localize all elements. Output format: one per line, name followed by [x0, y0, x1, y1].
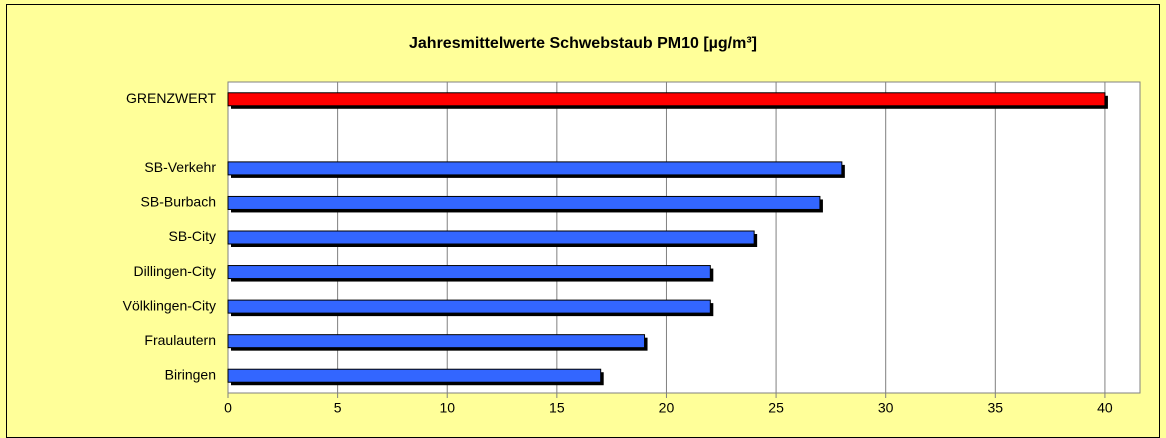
x-tick-label: 40	[1097, 400, 1113, 416]
y-tick-label: GRENZWERT	[126, 90, 216, 106]
x-tick-label: 5	[334, 400, 342, 416]
y-tick-label: Fraulautern	[144, 332, 216, 348]
bar	[227, 92, 1106, 107]
x-tick-label: 0	[224, 400, 232, 416]
bar	[227, 230, 755, 245]
chart-title: Jahresmittelwerte Schwebstaub PM10 [µg/m…	[409, 35, 757, 52]
x-tick-label: 30	[878, 400, 894, 416]
bar	[227, 368, 602, 383]
x-tick-label: 10	[439, 400, 455, 416]
bar	[227, 299, 711, 314]
x-tick-label: 35	[988, 400, 1004, 416]
x-tick-label: 25	[768, 400, 784, 416]
x-tick-label: 20	[659, 400, 675, 416]
y-tick-label: Völklingen-City	[123, 297, 216, 313]
y-tick-label: SB-Verkehr	[144, 159, 216, 175]
bar	[227, 265, 711, 280]
y-tick-label: SB-Burbach	[141, 194, 216, 210]
bar	[227, 334, 646, 349]
y-tick-label: SB-City	[169, 228, 216, 244]
bar	[227, 195, 821, 210]
bar	[227, 161, 843, 176]
y-tick-label: Biringen	[165, 366, 216, 382]
y-tick-label: Dillingen-City	[134, 263, 216, 279]
x-tick-label: 15	[549, 400, 565, 416]
